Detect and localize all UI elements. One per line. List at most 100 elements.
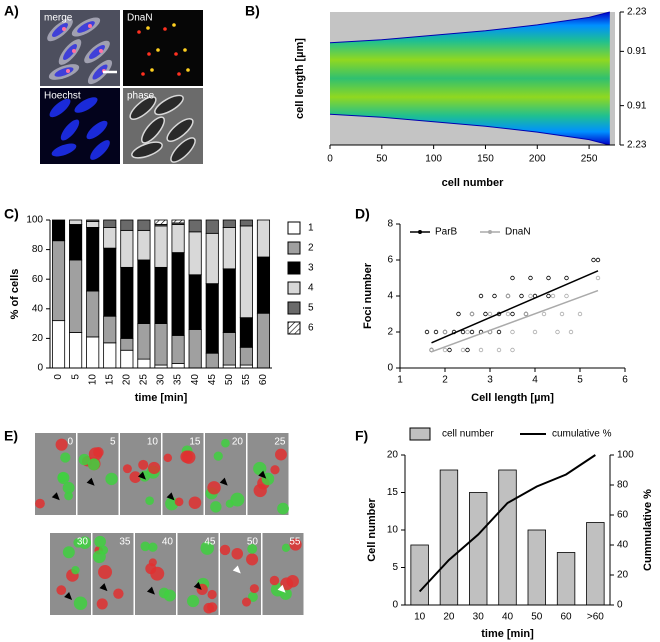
- bar-segment: [239, 346, 253, 366]
- point: [510, 275, 515, 281]
- focus: [64, 491, 73, 501]
- point: [442, 329, 448, 335]
- focus: [172, 23, 176, 27]
- time-label: 35: [119, 537, 131, 548]
- focus: [35, 498, 45, 509]
- point: [496, 329, 502, 335]
- focus: [60, 452, 71, 463]
- bar-segment: [103, 315, 117, 344]
- bar-segment: [205, 219, 219, 234]
- focus: [113, 588, 124, 599]
- focus: [98, 565, 113, 580]
- bar-segment: [103, 219, 117, 228]
- point: [559, 311, 565, 317]
- image-label: merge: [44, 13, 73, 24]
- bar-segment: [205, 283, 219, 354]
- bar-segment: [239, 225, 253, 319]
- bar-segment: [188, 274, 202, 330]
- point: [433, 329, 439, 335]
- bar-segment: [205, 352, 219, 369]
- cell: [140, 116, 166, 144]
- y-tick-label: 8: [387, 219, 393, 230]
- bar: [469, 492, 488, 606]
- y-tick-label: 0: [392, 600, 398, 611]
- focus: [148, 461, 161, 475]
- point: [568, 329, 574, 335]
- bar-segment: [103, 247, 117, 317]
- focus: [78, 453, 90, 466]
- nucleoid: [92, 64, 108, 80]
- point: [532, 329, 538, 335]
- time-label: 50: [247, 537, 259, 548]
- fit-line: [431, 289, 599, 353]
- x-tick-label: 4: [532, 375, 538, 386]
- focus: [129, 471, 142, 483]
- focus: [219, 544, 231, 556]
- focus: [246, 553, 259, 566]
- point: [424, 329, 430, 335]
- image-label: Hoechst: [44, 91, 81, 102]
- nucleoid: [86, 120, 108, 140]
- y-tick-label: 0: [37, 363, 43, 374]
- legend-swatch: [287, 301, 301, 315]
- focus: [145, 496, 154, 506]
- focus: [187, 594, 200, 608]
- legend-swatch: [287, 241, 301, 255]
- y-tick-label: 15: [387, 487, 399, 498]
- time-label: 45: [204, 537, 216, 548]
- x-tick-label: 2: [442, 375, 448, 386]
- point: [595, 257, 601, 263]
- focus: [182, 450, 196, 464]
- focus: [280, 577, 294, 591]
- legend-label: 3: [308, 263, 314, 274]
- point: [456, 311, 461, 317]
- focus: [174, 497, 184, 507]
- point: [496, 347, 502, 353]
- legend-swatch: [409, 427, 431, 441]
- legend-label: DnaN: [505, 227, 531, 238]
- focus: [174, 52, 178, 56]
- focus: [247, 543, 258, 554]
- focus: [163, 589, 176, 602]
- point: [447, 347, 452, 353]
- y-tick-label: 60: [32, 274, 44, 285]
- focus: [150, 68, 154, 72]
- bar-segment: [120, 349, 134, 369]
- focus: [93, 447, 104, 458]
- image-label: phase: [127, 91, 155, 102]
- point: [469, 311, 475, 317]
- focus: [141, 72, 145, 76]
- x-tick-label: 1: [397, 375, 403, 386]
- point: [564, 275, 569, 281]
- y-tick-label: 0.91: [627, 46, 647, 57]
- x-tick-label: 20: [443, 612, 455, 623]
- bar-segment: [120, 266, 134, 339]
- line: [418, 454, 596, 593]
- focus: [163, 453, 173, 463]
- y-tick-label: 5: [392, 562, 398, 573]
- bar-segment: [256, 312, 271, 369]
- arrow-head: [166, 492, 175, 501]
- time-label: 5: [110, 437, 116, 448]
- legend-label: ParB: [435, 227, 458, 238]
- point: [528, 293, 533, 299]
- focus: [249, 584, 259, 594]
- bar-segment: [222, 332, 236, 366]
- x-tick-label: 200: [529, 154, 546, 165]
- arrow-head: [219, 477, 228, 486]
- panel-label: F): [355, 428, 368, 444]
- y-tick-label: 10: [387, 525, 399, 536]
- bar-segment: [51, 240, 66, 322]
- micrograph: [123, 10, 203, 86]
- focus: [148, 542, 158, 552]
- x-tick-label: 0: [53, 374, 64, 380]
- focus: [78, 536, 92, 550]
- point: [519, 293, 524, 299]
- arrow-head: [277, 584, 286, 593]
- point: [465, 347, 470, 353]
- focus: [96, 598, 108, 610]
- bar-segment: [86, 221, 100, 228]
- legend-label: 1: [308, 223, 314, 234]
- time-label: 20: [232, 437, 244, 448]
- legend-label: 4: [308, 283, 314, 294]
